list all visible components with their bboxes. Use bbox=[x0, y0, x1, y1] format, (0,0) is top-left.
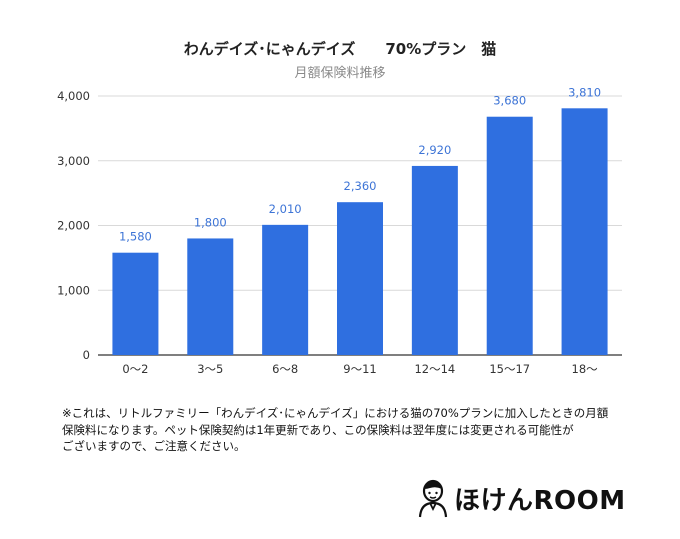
y-tick-label: 1,000 bbox=[57, 283, 90, 297]
note-line-1: ※これは、リトルファミリー「わんデイズ･にゃんデイズ」における猫の70%プランに… bbox=[62, 406, 609, 420]
x-tick-label: 9〜11 bbox=[343, 362, 376, 376]
y-tick-label: 2,000 bbox=[57, 219, 90, 233]
data-labels: 1,580 1,800 2,010 2,360 2,920 3,680 3,810 bbox=[119, 85, 601, 243]
note-line-3: ございますので、ご注意ください。 bbox=[62, 439, 246, 453]
x-axis-ticks: 0〜2 3〜5 6〜8 9〜11 12〜14 15〜17 18〜 bbox=[122, 362, 598, 376]
bar bbox=[112, 252, 159, 355]
brand-logo: ほけんROOM bbox=[418, 476, 626, 520]
x-tick-label: 12〜14 bbox=[414, 362, 455, 376]
note-line-2: 保険料になります。ペット保険契約は1年更新であり、この保険料は翌年度には変更され… bbox=[62, 422, 574, 437]
x-tick-label: 18〜 bbox=[572, 362, 599, 376]
person-avatar-icon bbox=[418, 479, 448, 518]
data-label: 2,920 bbox=[418, 143, 451, 157]
x-tick-label: 0〜2 bbox=[122, 362, 148, 376]
x-tick-label: 3〜5 bbox=[197, 362, 223, 376]
data-label: 3,680 bbox=[493, 94, 526, 108]
bar bbox=[411, 165, 458, 355]
chart-subtitle: 月額保険料推移 bbox=[294, 66, 386, 81]
chart-title: わんデイズ･にゃんデイズ 70%プラン 猫 bbox=[183, 40, 497, 58]
y-tick-label: 0 bbox=[83, 348, 90, 362]
bar bbox=[337, 202, 383, 355]
data-label: 3,810 bbox=[568, 85, 601, 99]
x-tick-label: 15〜17 bbox=[489, 362, 530, 376]
y-tick-label: 4,000 bbox=[57, 89, 90, 103]
bar bbox=[262, 224, 309, 355]
data-label: 1,800 bbox=[194, 215, 227, 229]
bars bbox=[112, 108, 608, 356]
data-label: 1,580 bbox=[119, 230, 152, 244]
data-label: 2,360 bbox=[344, 179, 377, 193]
bar bbox=[561, 108, 608, 356]
bar bbox=[187, 238, 234, 355]
y-tick-label: 3,000 bbox=[57, 154, 90, 168]
x-tick-label: 6〜8 bbox=[272, 362, 298, 376]
bar bbox=[486, 116, 533, 355]
data-label: 2,010 bbox=[269, 202, 302, 216]
bar-chart: 0 1,000 2,000 3,000 4,000 1,580 1,800 2,010 2,3… bbox=[57, 85, 622, 376]
y-axis-ticks: 0 1,000 2,000 3,000 4,000 bbox=[57, 89, 90, 362]
brand-name: ほけんROOM bbox=[454, 485, 626, 516]
disclaimer-note: ※これは、リトルファミリー「わんデイズ･にゃんデイズ」における猫の70%プランに… bbox=[62, 405, 642, 455]
